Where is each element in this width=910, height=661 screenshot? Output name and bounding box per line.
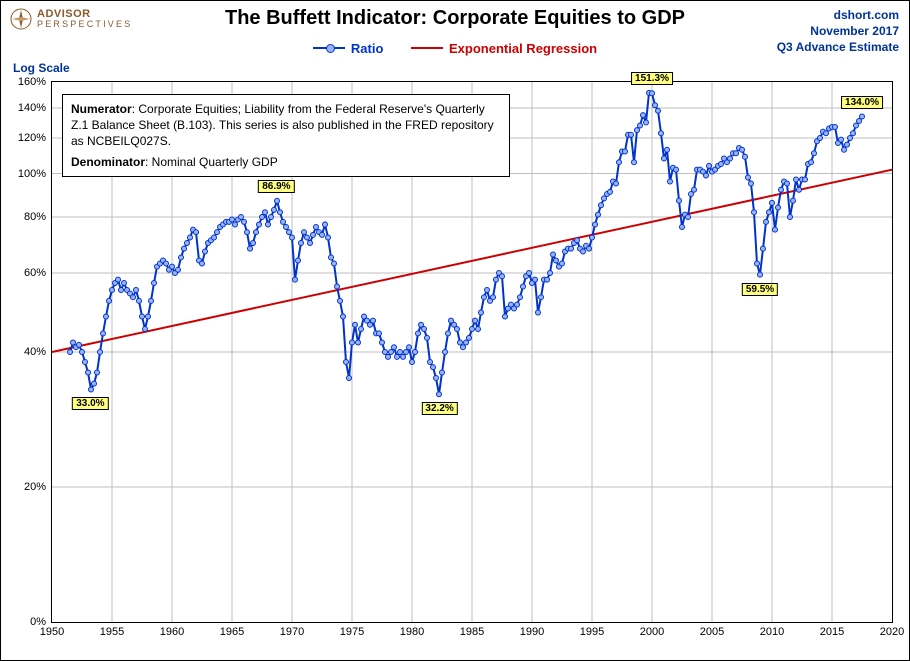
callout-label: 151.3% [631,72,673,85]
x-tick-label: 2015 [820,626,844,638]
x-tick-label: 1975 [340,626,364,638]
note-den-label: Denominator [71,155,145,169]
callout-label: 59.5% [742,283,778,296]
legend-reg-label: Exponential Regression [449,41,597,56]
callout-label: 33.0% [72,397,108,410]
chart-frame: ADVISOR PERSPECTIVES The Buffett Indicat… [0,0,910,661]
plot-area: Numerator: Corporate Equities; Liability… [51,81,893,623]
note-box: Numerator: Corporate Equities; Liability… [62,94,510,177]
legend-ratio-label: Ratio [351,41,384,56]
chart-title: The Buffett Indicator: Corporate Equitie… [1,7,909,30]
legend-ratio: Ratio [313,41,384,56]
callout-label: 32.2% [421,402,457,415]
x-tick-label: 2010 [760,626,784,638]
y-tick-label: 100% [18,168,46,180]
x-tick-label: 1970 [280,626,304,638]
x-tick-label: 1960 [160,626,184,638]
y-tick-label: 20% [24,481,46,493]
note-num-label: Numerator [71,102,132,116]
legend-reg-swatch [411,47,443,49]
x-tick-label: 1995 [580,626,604,638]
y-tick-label: 60% [24,267,46,279]
y-tick-label: 80% [24,211,46,223]
x-tick-label: 1955 [100,626,124,638]
y-tick-label: 160% [18,76,46,88]
x-tick-label: 1950 [40,626,64,638]
x-tick-label: 1990 [520,626,544,638]
note-num-text: : Corporate Equities; Liability from the… [71,102,494,148]
source-site: dshort.com [777,7,899,23]
x-tick-label: 1985 [460,626,484,638]
x-tick-label: 2000 [640,626,664,638]
note-den-text: : Nominal Quarterly GDP [145,155,278,169]
y-tick-label: 40% [24,346,46,358]
x-tick-label: 1980 [400,626,424,638]
callout-label: 86.9% [258,180,294,193]
legend: Ratio Exponential Regression [1,37,909,56]
x-tick-label: 2005 [700,626,724,638]
y-tick-label: 120% [18,132,46,144]
legend-ratio-swatch [313,47,345,49]
callout-label: 134.0% [841,96,883,109]
legend-regression: Exponential Regression [411,41,597,56]
x-tick-label: 1965 [220,626,244,638]
x-tick-label: 2020 [880,626,904,638]
y-tick-label: 140% [18,102,46,114]
y-axis-label: Log Scale [13,61,70,75]
